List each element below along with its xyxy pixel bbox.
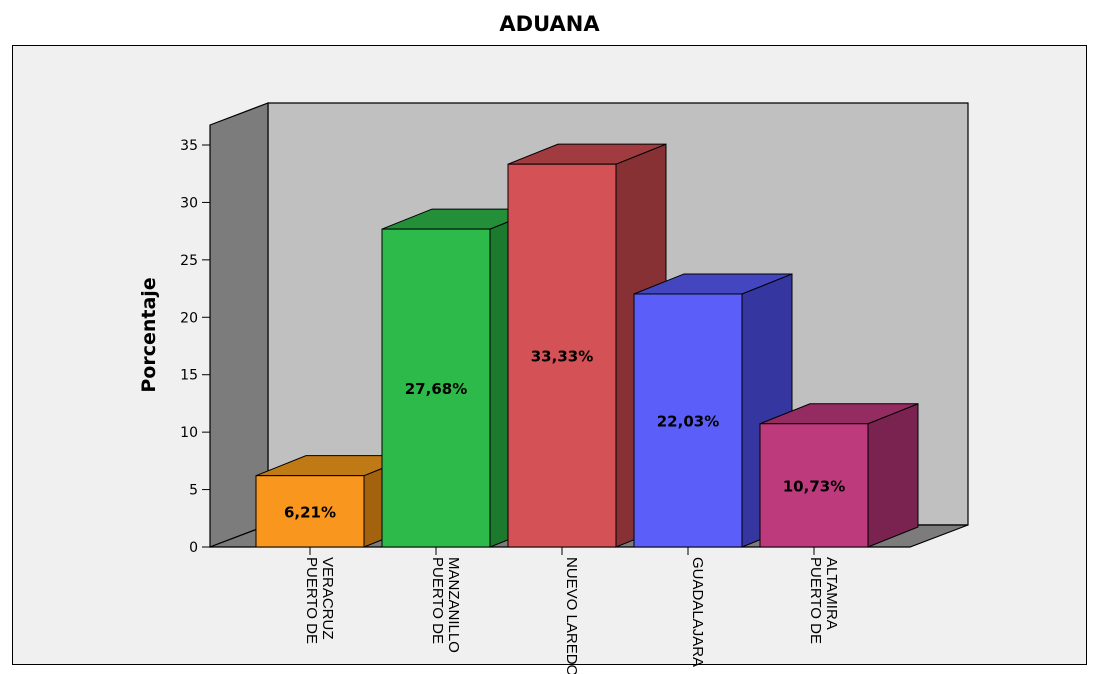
y-axis-label: Porcentaje — [138, 277, 160, 392]
x-axis-categories: PUERTO DEVERACRUZ PUERTO DEMANZANILLO NUEV… — [303, 547, 840, 674]
bar-front — [381, 228, 491, 548]
y-tick-label: 5 — [189, 483, 198, 499]
y-tick-label: 30 — [180, 195, 198, 211]
y-tick-label: 15 — [180, 368, 198, 384]
bar-side — [867, 403, 919, 548]
bar-front — [507, 163, 617, 548]
bar: 10,73% — [759, 403, 919, 548]
x-category-label: PUERTO DEMANZANILLO — [429, 557, 462, 653]
bar-front — [759, 423, 869, 548]
x-category-label: GUADALAJARA — [689, 557, 706, 667]
x-category-label: PUERTO DEALTAMIRA — [807, 557, 840, 644]
bar-value-label: 27,68% — [405, 380, 467, 398]
bar-value-label: 33,33% — [531, 348, 593, 366]
bar-value-label: 10,73% — [783, 477, 845, 495]
y-tick-label: 10 — [180, 425, 198, 441]
chart-title: ADUANA — [499, 12, 600, 36]
y-axis: 0 5 10 15 20 25 30 35 — [180, 125, 211, 556]
y-tick-label: 20 — [180, 310, 198, 326]
bars: 6,21% 27,68% 33,33% 22,03% 10,73% — [255, 143, 919, 548]
x-category-label: NUEVO LAREDO — [563, 557, 580, 674]
bar-front — [255, 475, 365, 548]
bar: 33,33% — [507, 143, 667, 548]
bar-value-label: 22,03% — [657, 412, 719, 430]
x-category-label: PUERTO DEVERACRUZ — [303, 557, 336, 644]
y-tick-label: 0 — [189, 540, 198, 556]
y-tick-label: 25 — [180, 253, 198, 269]
bar-value-label: 6,21% — [284, 503, 336, 521]
bar-front — [633, 293, 743, 548]
y-tick-label: 35 — [180, 138, 198, 154]
